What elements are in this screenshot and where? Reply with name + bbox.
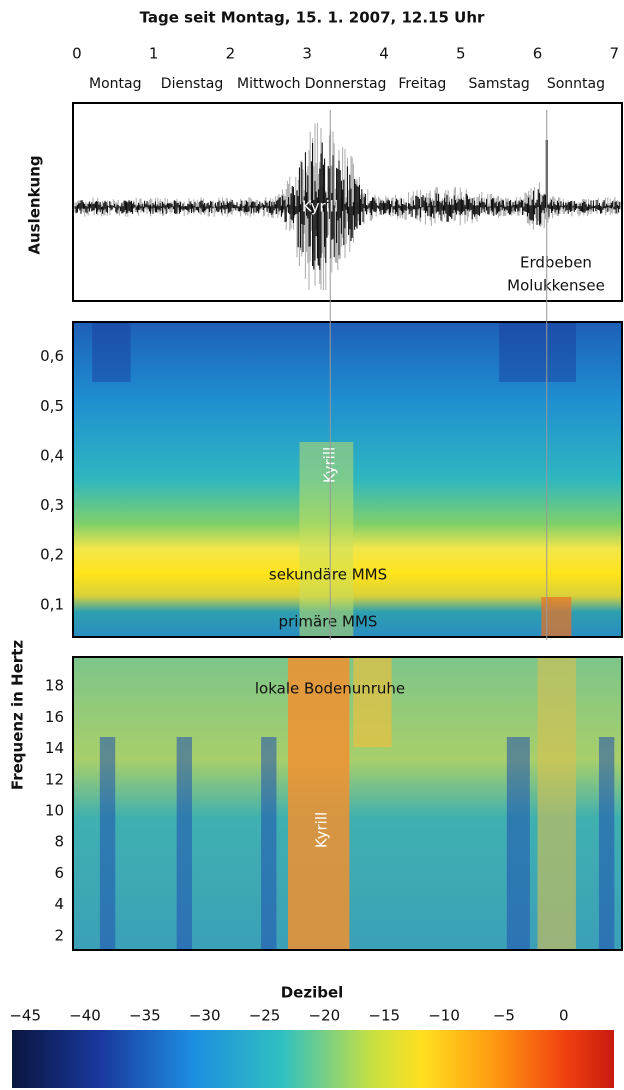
plot-area: [73, 103, 622, 950]
quiet-band: [261, 737, 277, 950]
quiet-band: [506, 737, 530, 950]
storm-band: [287, 657, 350, 950]
day-label: Sonntag: [547, 76, 605, 92]
day-label: Freitag: [398, 76, 446, 92]
panel-frame: [72, 102, 623, 302]
y-tick-label: 14: [45, 739, 64, 757]
y-axis-label: Auslenkung: [26, 155, 44, 254]
waveform: [74, 142, 621, 270]
quiet-band: [99, 737, 116, 950]
y-tick-label: 0,4: [40, 446, 64, 464]
x-tick-label: 5: [456, 45, 466, 63]
y-tick-label: 12: [45, 770, 64, 788]
panel-frame: [72, 656, 623, 951]
colorbar-title: Dezibel: [281, 984, 344, 1002]
y-tick-label: 6: [54, 864, 64, 882]
x-tick-label: 1: [149, 45, 159, 63]
storm-band: [353, 657, 392, 747]
colorbar-tick-label: −35: [129, 1007, 161, 1025]
x-tick-label: 4: [379, 45, 389, 63]
colorbar-tick-label: −30: [189, 1007, 221, 1025]
colorbar: [12, 1030, 614, 1088]
x-tick-label: 2: [226, 45, 236, 63]
colorbar-tick-label: −15: [368, 1007, 400, 1025]
colorbar-tick-label: 0: [559, 1007, 569, 1025]
y-tick-label: 0,3: [40, 496, 64, 514]
day-label: Samstag: [468, 76, 529, 92]
annotation: primäre MMS: [279, 613, 378, 631]
chart-title: Tage seit Montag, 15. 1. 2007, 12.15 Uhr: [140, 9, 485, 27]
y-tick-label: 0,5: [40, 397, 64, 415]
y-tick-label: 10: [45, 801, 64, 819]
y-tick-label: 0,2: [40, 546, 64, 564]
day-label: Dienstag: [161, 76, 223, 92]
night-band: [92, 322, 131, 382]
y-tick-label: 16: [45, 708, 64, 726]
colorbar-tick-label: −25: [249, 1007, 281, 1025]
storm-band: [299, 442, 354, 637]
quiet-band: [176, 737, 193, 950]
annotation: Kyrill: [321, 447, 339, 483]
day-label: Montag: [89, 76, 141, 92]
colorbar-tick-label: −45: [9, 1007, 41, 1025]
y-tick-label: 0,1: [40, 595, 64, 613]
night-band: [499, 322, 576, 382]
y-tick-label: 4: [54, 895, 64, 913]
colorbar-tick-label: −5: [493, 1007, 515, 1025]
y-axis-label: Frequenz in Hertz: [9, 640, 27, 790]
day-label: Donnerstag: [305, 76, 387, 92]
colorbar-tick-label: −20: [309, 1007, 341, 1025]
y-tick-label: 18: [45, 677, 64, 695]
colorbar-tick-label: −40: [69, 1007, 101, 1025]
day-band: [537, 657, 576, 950]
x-tick-label: 3: [302, 45, 312, 63]
guide-line: [329, 110, 548, 640]
quiet-band: [598, 737, 615, 950]
panel-frame: [72, 321, 623, 638]
day-label: Mittwoch: [237, 76, 301, 92]
colorbar-tick-label: −10: [428, 1007, 460, 1025]
x-tick-label: 7: [610, 45, 620, 63]
annotation: lokale Bodenunruhe: [255, 680, 405, 698]
annotation: Molukkensee: [507, 277, 605, 295]
annotation: Kyrill: [313, 812, 331, 848]
y-tick-label: 8: [54, 833, 64, 851]
annotation: Erdbeben: [520, 254, 592, 272]
annotation: sekundäre MMS: [269, 566, 387, 584]
annotation: Kyrill: [302, 198, 338, 216]
y-tick-label: 2: [54, 926, 64, 944]
x-tick-label: 0: [72, 45, 82, 63]
x-tick-label: 6: [533, 45, 543, 63]
y-tick-label: 0,6: [40, 347, 64, 365]
quake-band: [541, 597, 572, 637]
